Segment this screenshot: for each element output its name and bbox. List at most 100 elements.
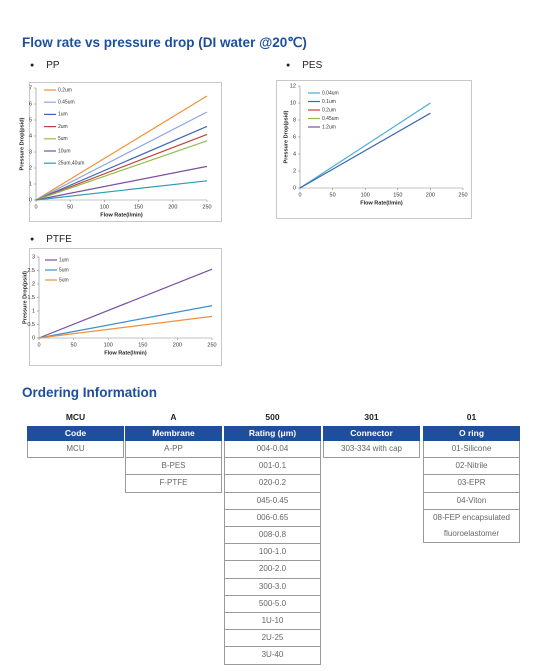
- chart-frame: [29, 248, 222, 366]
- series-line: [35, 165, 208, 201]
- series-line: [38, 268, 213, 339]
- column-code: 301: [364, 412, 379, 422]
- x-tick-label: 250: [202, 204, 211, 210]
- legend-label: 1um: [58, 112, 68, 118]
- table-cell: 08-FEP encapsulated fluoroelastomer: [423, 509, 520, 544]
- y-tick-label: 2.5: [27, 268, 35, 274]
- y-tick-label: 6: [293, 134, 296, 140]
- y-tick-label: 7: [29, 85, 32, 91]
- y-tick-label: 5: [29, 117, 32, 123]
- x-tick-label: 150: [393, 192, 402, 198]
- series-line: [35, 140, 208, 201]
- y-tick-label: 0: [29, 197, 32, 203]
- x-tick-label: 150: [138, 342, 147, 348]
- x-tick-label: 200: [168, 204, 177, 210]
- chart: 0 2 4 6 8 10 12 0 50 100 150 200 250 Flow Rate(l/min)…: [276, 80, 472, 219]
- column-header: Rating (μm): [224, 426, 321, 441]
- chart-frame: [276, 80, 472, 219]
- table-cell: 300-3.0: [224, 578, 321, 596]
- legend-label: 25um,40um: [58, 161, 84, 167]
- y-axis-label: Pressure Drop(psid): [22, 271, 28, 324]
- y-tick-label: 6: [29, 101, 32, 107]
- table-cell: 200-2.0: [224, 561, 321, 579]
- table-cell: A-PP: [125, 441, 222, 459]
- y-tick-label: 1: [29, 181, 32, 187]
- column-header: O ring: [423, 426, 520, 441]
- x-tick-label: 0: [34, 204, 37, 210]
- y-tick-label: 0: [32, 335, 35, 341]
- x-tick-label: 150: [134, 204, 143, 210]
- table-cell: 02-Nitrile: [423, 458, 520, 476]
- column-code: 500: [265, 412, 280, 422]
- chart: 0 1 2 3 4 5 6 7 0 50 100 150 200 250 Flow Rate(l/min) P…: [19, 82, 222, 222]
- legend-label: 1.2um: [322, 124, 336, 130]
- series-line: [38, 305, 213, 339]
- legend-label: 1um: [59, 257, 69, 263]
- chart-title: PTFE: [30, 234, 72, 245]
- table-cell: B-PES: [125, 458, 222, 476]
- table-cell: 500-5.0: [224, 595, 321, 614]
- table-cell: 3U-40: [224, 647, 321, 665]
- y-tick-label: 1: [32, 308, 35, 314]
- legend-label: 5um: [58, 136, 68, 142]
- table-cell: 008-0.8: [224, 527, 321, 545]
- column-header: Code: [27, 426, 124, 441]
- legend-label: 0.1um: [322, 99, 336, 105]
- table-column: 301 Connector 303-334 with cap: [323, 410, 420, 459]
- table-cell: 001-0.1: [224, 458, 321, 476]
- column-header: Connector: [323, 426, 420, 441]
- legend-label: 0.04um: [322, 90, 339, 96]
- legend-label: 0.45um: [58, 100, 75, 106]
- series-line: [35, 111, 208, 201]
- table-cell: 020-0.2: [224, 475, 321, 493]
- x-tick-label: 0: [37, 342, 40, 348]
- y-axis-label: Pressure Drop(psid): [19, 117, 25, 170]
- y-tick-label: 10: [290, 100, 296, 106]
- table-cell: 01-Silicone: [423, 441, 520, 459]
- x-tick-label: 0: [298, 192, 301, 198]
- series-line: [38, 315, 213, 339]
- y-tick-label: 4: [293, 151, 296, 157]
- x-axis-label: Flow Rate(l/min): [360, 200, 403, 206]
- column-header: Membrane: [125, 426, 222, 441]
- legend-label: 0.45um: [322, 116, 339, 122]
- series-line: [35, 125, 208, 201]
- page-title: Flow rate vs pressure drop (DI water @20…: [22, 35, 307, 50]
- table-cell: 045-0.45: [224, 492, 321, 510]
- column-code: A: [170, 412, 177, 422]
- chart-title: PES: [286, 60, 322, 71]
- x-tick-label: 50: [330, 192, 336, 198]
- y-tick-label: 0.5: [27, 322, 35, 328]
- y-tick-label: 12: [290, 83, 296, 89]
- y-tick-label: 8: [293, 117, 296, 123]
- x-tick-label: 50: [71, 342, 77, 348]
- table-column: 500 Rating (μm) 004-0.04 001-0.1 020-0.2 045-…: [224, 410, 321, 665]
- series-line: [35, 133, 208, 201]
- legend-label: 5um: [59, 277, 69, 283]
- table-column: MCU Code MCU: [27, 410, 124, 459]
- y-tick-label: 3: [32, 254, 35, 260]
- legend-label: 0.2um: [322, 107, 336, 113]
- y-tick-label: 0: [293, 185, 296, 191]
- table-cell: F-PTFE: [125, 475, 222, 493]
- legend-label: 2um: [58, 124, 68, 130]
- table-cell: 03-EPR: [423, 475, 520, 493]
- table-cell: MCU: [27, 441, 124, 459]
- x-axis-label: Flow Rate(l/min): [100, 212, 143, 218]
- x-tick-label: 100: [104, 342, 113, 348]
- table-cell: 004-0.04: [224, 441, 321, 459]
- x-axis-label: Flow Rate(l/min): [104, 350, 147, 356]
- x-tick-label: 200: [426, 192, 435, 198]
- series-line: [299, 112, 431, 189]
- series-line: [299, 102, 431, 189]
- legend-label: 0.2um: [58, 87, 72, 93]
- table-cell: 1U-10: [224, 613, 321, 631]
- table-column: A Membrane A-PP B-PES F-PTFE: [125, 410, 222, 493]
- column-code: 01: [466, 412, 477, 422]
- table-cell: 2U-25: [224, 630, 321, 648]
- legend-label: 5um: [59, 267, 69, 273]
- table-cell: 303-334 with cap: [323, 441, 420, 459]
- y-tick-label: 2: [29, 165, 32, 171]
- legend-label: 10um: [58, 148, 71, 154]
